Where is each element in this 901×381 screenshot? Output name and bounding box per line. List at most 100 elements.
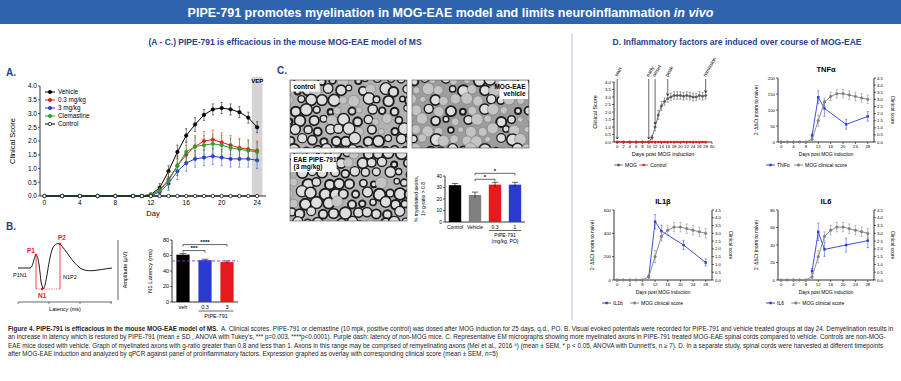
- amplitude-axis: [118, 240, 119, 300]
- axon: [396, 134, 406, 144]
- x-tick-label: 28: [865, 282, 870, 287]
- x-tick-label: 24: [853, 144, 858, 149]
- axon: [300, 104, 312, 116]
- marker: [78, 194, 81, 197]
- legend-line: [602, 303, 611, 304]
- axon: [450, 94, 460, 104]
- marker: [176, 150, 179, 153]
- y-tick-label: 400: [604, 231, 612, 236]
- error-bar: [689, 93, 691, 101]
- axon: [524, 127, 529, 133]
- y2-tick-label: 3.0: [877, 97, 884, 102]
- marker: [670, 141, 672, 143]
- axon: [352, 191, 359, 198]
- axon: [379, 107, 386, 114]
- axon: [368, 105, 377, 114]
- micrograph-bg: [290, 153, 407, 221]
- section-heading: (A - C.) PIPE-791 is efficacious in the …: [148, 37, 421, 47]
- marker: [811, 138, 813, 140]
- marker: [238, 194, 241, 197]
- x-tick-label: 4: [78, 199, 82, 206]
- axon: [391, 146, 399, 148]
- marker: [805, 279, 807, 281]
- y2-axis: [874, 210, 875, 280]
- axon: [422, 83, 434, 95]
- error-bar: [663, 98, 665, 106]
- marker: [635, 141, 637, 143]
- y-tick-label: 20: [163, 283, 169, 289]
- marker: [651, 141, 653, 143]
- y2-tick: [874, 113, 876, 114]
- axon: [298, 96, 305, 103]
- error-bar: [867, 112, 869, 122]
- axon: [431, 116, 440, 125]
- marker: [842, 92, 844, 94]
- marker: [686, 94, 688, 96]
- axon: [395, 168, 401, 174]
- x-tick-label: 20: [841, 282, 846, 287]
- marker: [78, 194, 81, 197]
- y2-tick-label: 4.5: [877, 76, 884, 81]
- y-tick-label: 60: [163, 252, 169, 258]
- axon: [438, 135, 449, 146]
- y-tick: [612, 112, 614, 113]
- latency-tick: [49, 302, 50, 304]
- legend-line: [766, 165, 775, 166]
- legend-marker: [48, 90, 51, 93]
- y2-tick-label: 0.5: [715, 270, 722, 275]
- marker: [667, 229, 669, 231]
- y2-tick: [712, 280, 714, 281]
- error-bar: [229, 138, 231, 157]
- micrograph-frame: [290, 153, 407, 221]
- error-bar: [867, 229, 869, 238]
- axon: [364, 115, 373, 124]
- y-tick: [612, 256, 614, 257]
- marker: [823, 248, 825, 250]
- marker: [686, 141, 688, 143]
- axon: [348, 145, 357, 148]
- error-bar: [692, 93, 694, 101]
- y-tick-label: 1.5: [28, 151, 37, 158]
- axon: [396, 153, 407, 159]
- marker: [692, 141, 694, 143]
- legend-label: MOG: [625, 162, 637, 168]
- marker: [255, 150, 258, 153]
- marker: [679, 94, 681, 96]
- y2-axis: [874, 78, 875, 142]
- axon: [372, 168, 380, 176]
- bar: [489, 185, 501, 222]
- annotation-arrow: [647, 79, 650, 139]
- y2-tick: [874, 256, 876, 257]
- micrograph-label: EAE PIPE-791: [294, 156, 337, 163]
- marker: [176, 164, 179, 167]
- x-tick-label: 24: [691, 282, 696, 287]
- axon: [372, 209, 381, 218]
- axon: [332, 137, 341, 146]
- error-bar: [701, 93, 703, 101]
- y2-label: Clinical score: [890, 96, 895, 125]
- axon: [525, 107, 529, 115]
- axon: [500, 107, 507, 114]
- axon: [402, 218, 407, 221]
- error-bar: [238, 107, 240, 118]
- group-line: [489, 230, 521, 231]
- marker: [158, 189, 161, 192]
- axon: [385, 167, 396, 178]
- line-chart: TNFα05010015020004812162024280.00.51.01.…: [754, 65, 895, 168]
- marker: [114, 194, 117, 197]
- y-tick-label: 4.0: [28, 82, 37, 89]
- section-heading: D. Inflammatory factors are induced over…: [613, 37, 862, 47]
- y-tick: [776, 210, 778, 211]
- y-tick: [612, 127, 614, 128]
- x-tick-label: 12: [816, 282, 821, 287]
- axon: [363, 187, 373, 197]
- x-tick-label: 20: [678, 144, 683, 149]
- axon: [290, 95, 293, 106]
- marker: [193, 123, 196, 126]
- axon: [479, 144, 491, 148]
- micrograph: MOG-EAEvehicle: [395, 63, 547, 157]
- marker: [185, 150, 188, 153]
- legend-marker: [48, 122, 51, 125]
- marker: [616, 279, 618, 281]
- marker: [114, 194, 117, 197]
